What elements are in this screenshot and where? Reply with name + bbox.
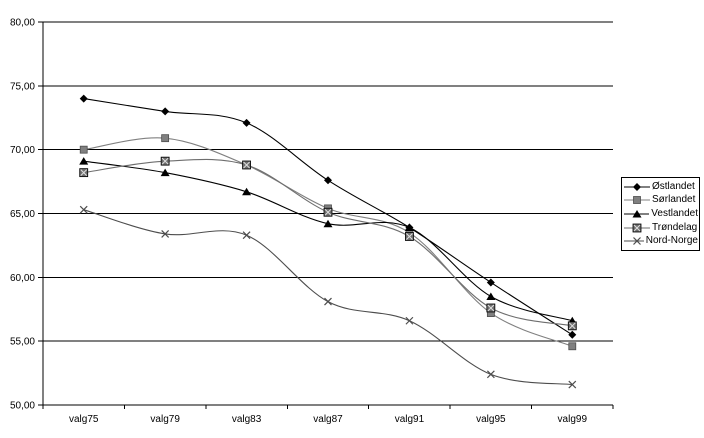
y-tick-label: 55,00	[10, 337, 35, 348]
legend-label: Østlandet	[652, 180, 695, 192]
triangle-marker-icon	[242, 187, 252, 196]
boxed-x-marker-icon	[406, 233, 413, 240]
x-tick-label: valg79	[150, 414, 180, 425]
y-tick-label: 70,00	[10, 145, 35, 156]
diamond-marker-icon	[633, 182, 641, 191]
diamond-marker-icon	[161, 107, 170, 116]
boxed-x-marker-icon	[80, 169, 88, 177]
series--stlandet	[79, 94, 577, 339]
legend: Østlandet Sørlandet Vestlandet Trøndelag Nor…	[621, 177, 700, 251]
triangle-marker-icon	[404, 223, 414, 232]
y-tick-label: 50,00	[10, 401, 35, 412]
y-tick-label: 65,00	[10, 209, 35, 220]
series-line	[83, 160, 573, 322]
square-marker-icon	[161, 134, 170, 143]
series-line	[83, 209, 573, 386]
diamond-marker-icon	[324, 176, 332, 185]
legend-key-icon	[624, 237, 644, 246]
legend-key-icon	[624, 182, 650, 191]
x-cross-marker-icon	[405, 316, 414, 325]
triangle-marker-icon	[160, 168, 170, 177]
triangle-marker-icon	[486, 292, 496, 300]
legend-item-nord-norge: Nord-Norge	[624, 236, 698, 246]
boxed-x-marker-icon	[487, 304, 495, 312]
boxed-x-marker-icon	[568, 322, 576, 330]
triangle-marker-icon	[79, 157, 89, 165]
x-tick-label: valg83	[232, 414, 262, 425]
boxed-x-marker-icon	[633, 224, 641, 231]
y-tick-label: 75,00	[10, 81, 35, 92]
boxed-x-marker-icon	[324, 208, 332, 216]
legend-item-tr-ndelag: Trøndelag	[624, 221, 698, 233]
x-tick-label: valg91	[395, 414, 425, 425]
legend-key-icon	[624, 209, 650, 218]
series-nord-norge	[79, 205, 577, 389]
x-cross-marker-icon	[633, 237, 641, 246]
x-cross-marker-icon	[242, 231, 251, 240]
x-tick-label: valg75	[69, 414, 99, 425]
x-cross-marker-icon	[486, 370, 495, 379]
legend-item-vestlandet: Vestlandet	[624, 207, 698, 219]
series-line	[83, 137, 573, 347]
series-tr-ndelag	[79, 156, 577, 331]
x-tick-label: valg95	[476, 414, 506, 425]
square-marker-icon	[633, 196, 641, 205]
legend-label: Vestlandet	[651, 207, 698, 219]
diamond-marker-icon	[486, 278, 495, 287]
x-cross-marker-icon	[324, 297, 332, 306]
series-line	[83, 98, 573, 336]
triangle-marker-icon	[323, 219, 333, 228]
series-s-rlandet	[79, 134, 577, 351]
y-tick-label: 80,00	[10, 18, 35, 29]
square-marker-icon	[79, 145, 88, 154]
x-cross-marker-icon	[161, 230, 170, 238]
x-tick-label: valg87	[313, 414, 343, 425]
x-tick-label: valg99	[558, 414, 588, 425]
legend-key-icon	[624, 223, 650, 232]
diamond-marker-icon	[242, 118, 251, 127]
square-marker-icon	[568, 342, 577, 351]
diamond-marker-icon	[79, 94, 88, 103]
x-cross-marker-icon	[79, 205, 88, 214]
diamond-marker-icon	[568, 330, 577, 339]
legend-label: Sørlandet	[652, 194, 696, 206]
x-cross-marker-icon	[568, 380, 577, 389]
legend-item-s-rlandet: Sørlandet	[624, 195, 698, 205]
series-vestlandet	[79, 157, 577, 325]
triangle-marker-icon	[632, 209, 642, 218]
boxed-x-marker-icon	[243, 161, 250, 169]
y-tick-label: 60,00	[10, 273, 35, 284]
legend-label: Trøndelag	[652, 221, 698, 233]
legend-item--stlandet: Østlandet	[624, 180, 698, 192]
legend-key-icon	[624, 196, 650, 205]
legend-label: Nord-Norge	[645, 235, 698, 247]
boxed-x-marker-icon	[161, 157, 169, 165]
